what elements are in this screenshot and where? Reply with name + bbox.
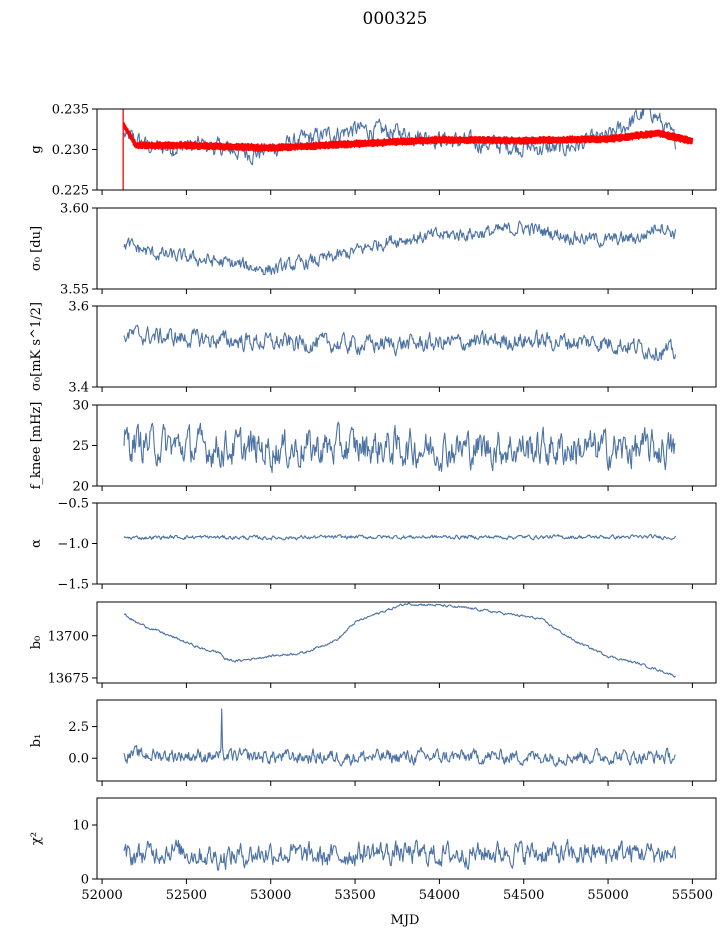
y-tick-label-alpha-0: −1.5 [57, 578, 89, 593]
y-tick-label-chi2-0: 0 [81, 873, 89, 888]
series-group-b1 [123, 708, 676, 768]
subplot-stack: 0.225 0.230 0.235 g 3.55 3.60 σ₀ [du] 3.4 3.6 σ₀[… [29, 103, 717, 903]
y-tick-label-g-1: 0.230 [52, 143, 89, 158]
subplot-chi2: 0 10 χ² [29, 797, 717, 888]
y-tick-label-g-2: 0.235 [52, 103, 89, 118]
x-tick-label-2: 53000 [250, 888, 291, 903]
x-tick-label-0: 52000 [81, 888, 122, 903]
series-group-g [122, 109, 694, 190]
series-group-fknee [123, 421, 676, 474]
subplot-b0: 13675 13700 b₀ [29, 601, 717, 688]
subplot-sigma0_mk: 3.4 3.6 σ₀[mK s^1/2] [29, 300, 717, 396]
x-tick-label-3: 53500 [334, 888, 375, 903]
x-tick-label-4: 54000 [419, 888, 460, 903]
series-group-alpha [123, 533, 676, 541]
y-tick-label-fknee-1: 25 [72, 439, 89, 454]
subplot-fknee: 20 25 30 f_knee [mHz] [29, 399, 717, 495]
series-line-b1-0 [123, 708, 676, 768]
x-tick-label-7: 55500 [672, 888, 713, 903]
series-line-sigma0_du-0 [123, 220, 677, 276]
chart-title: 000325 [363, 9, 428, 29]
subplot-sigma0_du: 3.55 3.60 σ₀ [du] [29, 202, 717, 298]
axes-frame-chi2 [96, 797, 717, 880]
subplot-b1: 0.0 2.5 b₁ [29, 699, 717, 786]
axes-frame-sigma0_mk [96, 305, 717, 388]
series-group-sigma0_mk [123, 324, 677, 362]
axes-frame-g [96, 108, 717, 191]
y-tick-label-sigma0_mk-0: 3.4 [68, 381, 89, 396]
y-tick-label-b0-0: 13675 [48, 671, 89, 686]
y-tick-label-b0-1: 13700 [48, 629, 89, 644]
series-group-b0 [123, 602, 676, 678]
series-group-sigma0_du [123, 220, 677, 276]
x-axis-label: MJD [391, 913, 420, 928]
series-line-sigma0_mk-0 [123, 324, 677, 362]
y-axis-label-sigma0_mk: σ₀[mK s^1/2] [29, 302, 44, 391]
x-tick-label-1: 52500 [166, 888, 207, 903]
y-tick-label-alpha-2: −0.5 [57, 497, 89, 512]
y-tick-label-sigma0_du-0: 3.55 [60, 283, 89, 298]
axes-frame-b0 [96, 601, 717, 684]
subplot-g: 0.225 0.230 0.235 g [29, 103, 717, 199]
y-axis-label-g: g [29, 145, 44, 153]
y-tick-label-fknee-0: 20 [72, 480, 89, 495]
y-tick-label-g-0: 0.225 [52, 184, 89, 199]
y-tick-label-b1-1: 2.5 [68, 720, 89, 735]
y-axis-label-b0: b₀ [29, 636, 44, 650]
series-group-chi2 [123, 838, 677, 871]
series-line-fknee-0 [123, 421, 676, 474]
y-tick-label-chi2-1: 10 [72, 819, 89, 834]
y-axis-label-fknee: f_knee [mHz] [29, 402, 44, 490]
y-tick-label-b1-0: 0.0 [68, 752, 89, 767]
y-tick-label-sigma0_mk-1: 3.6 [68, 300, 89, 315]
y-axis-label-sigma0_du: σ₀ [du] [29, 226, 44, 271]
x-tick-label-6: 55000 [587, 888, 628, 903]
subplot-alpha: −1.5 −1.0 −0.5 α [29, 497, 717, 593]
y-axis-label-chi2: χ² [29, 832, 44, 845]
axes-frame-alpha [96, 502, 717, 585]
series-line-alpha-0 [123, 533, 676, 541]
y-tick-label-alpha-1: −1.0 [57, 537, 89, 552]
series-line-g-1 [123, 122, 694, 153]
y-axis-label-b1: b₁ [29, 734, 44, 748]
series-line-chi2-0 [123, 838, 677, 871]
y-tick-label-fknee-2: 30 [72, 399, 89, 414]
series-line-b0-0 [123, 602, 676, 678]
y-tick-label-sigma0_du-1: 3.60 [60, 202, 89, 217]
axes-frame-b1 [96, 699, 717, 782]
axes-frame-sigma0_du [96, 207, 717, 290]
x-tick-label-5: 54500 [503, 888, 544, 903]
y-axis-label-alpha: α [29, 539, 44, 548]
